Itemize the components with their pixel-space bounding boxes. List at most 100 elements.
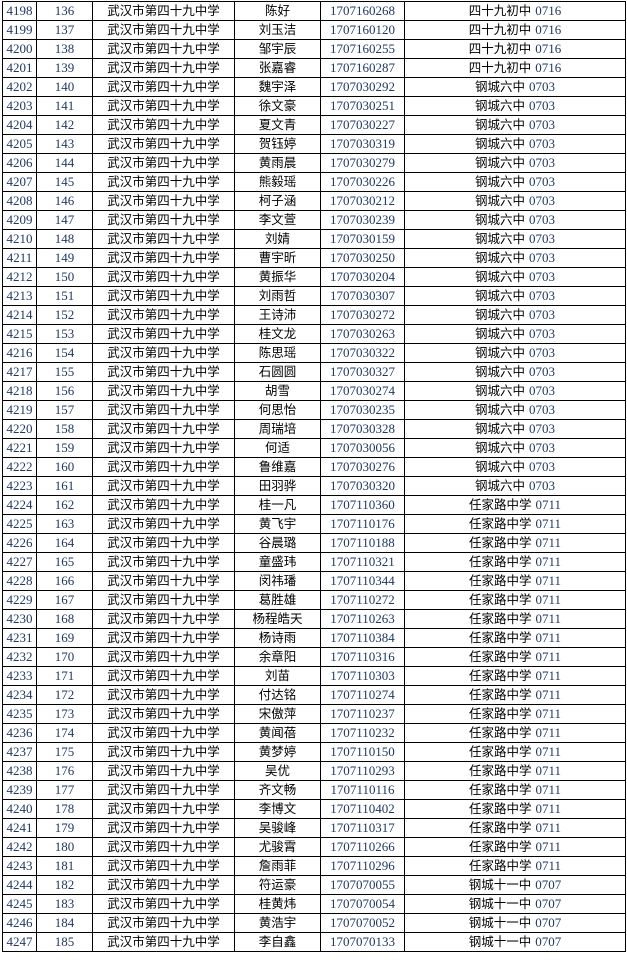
cell-exam-no: 1707030251 [320,96,405,116]
cell-exam-no: 1707160120 [320,20,405,40]
cell-school: 武汉市第四十九中学 [92,457,235,477]
dest-code-text: 0716 [535,3,562,18]
cell-exam-no: 1707030239 [320,210,405,230]
dest-school-text: 四十九初中 [468,60,532,75]
cell-index: 166 [36,571,93,591]
cell-seq: 4224 [2,495,37,515]
dest-school-text: 任家路中学 [468,573,532,588]
cell-seq: 4244 [2,875,37,895]
dest-school-text: 钢城十一中 [468,877,532,892]
cell-seq: 4241 [2,818,37,838]
cell-seq: 4235 [2,704,37,724]
table-row: 4211 149 武汉市第四十九中学 曹宇昕 1707030250 钢城六中 0… [2,248,626,268]
cell-student-name: 刘苗 [234,666,321,686]
cell-student-name: 鲁维嘉 [234,457,321,477]
dest-code-text: 0711 [535,573,562,588]
cell-student-name: 黄飞宇 [234,514,321,534]
dest-code-text: 0703 [529,478,555,493]
dest-school-text: 钢城十一中 [468,915,532,930]
cell-destination: 钢城六中 0703 [404,267,626,287]
cell-destination: 四十九初中 0716 [404,20,626,40]
cell-index: 144 [36,153,93,173]
cell-destination: 钢城六中 0703 [404,362,626,382]
table-row: 4208 146 武汉市第四十九中学 柯子涵 1707030212 钢城六中 0… [2,191,626,211]
cell-student-name: 黄浩宇 [234,913,321,933]
table-row: 4202 140 武汉市第四十九中学 魏宇泽 1707030292 钢城六中 0… [2,77,626,97]
cell-destination: 任家路中学 0711 [404,723,626,743]
cell-destination: 钢城六中 0703 [404,400,626,420]
table-row: 4199 137 武汉市第四十九中学 刘玉洁 1707160120 四十九初中 … [2,20,626,40]
table-row: 4246 184 武汉市第四十九中学 黄浩宇 1707070052 钢城十一中 … [2,913,626,933]
cell-student-name: 曹宇昕 [234,248,321,268]
cell-index: 157 [36,400,93,420]
cell-seq: 4203 [2,96,37,116]
table-row: 4219 157 武汉市第四十九中学 何思怡 1707030235 钢城六中 0… [2,400,626,420]
cell-destination: 钢城六中 0703 [404,324,626,344]
dest-school-text: 钢城六中 [475,98,526,113]
cell-seq: 4231 [2,628,37,648]
cell-school: 武汉市第四十九中学 [92,685,235,705]
cell-exam-no: 1707030272 [320,305,405,325]
cell-index: 164 [36,533,93,553]
cell-exam-no: 1707070052 [320,913,405,933]
cell-seq: 4219 [2,400,37,420]
cell-exam-no: 1707160287 [320,58,405,78]
cell-exam-no: 1707030226 [320,172,405,192]
cell-index: 137 [36,20,93,40]
table-row: 4223 161 武汉市第四十九中学 田羽骅 1707030320 钢城六中 0… [2,476,626,496]
dest-code-text: 0703 [529,383,555,398]
cell-destination: 任家路中学 0711 [404,666,626,686]
cell-school: 武汉市第四十九中学 [92,248,235,268]
cell-exam-no: 1707030276 [320,457,405,477]
cell-seq: 4239 [2,780,37,800]
cell-destination: 任家路中学 0711 [404,609,626,629]
cell-exam-no: 1707110344 [320,571,405,591]
cell-school: 武汉市第四十九中学 [92,742,235,762]
dest-school-text: 钢城六中 [475,117,526,132]
cell-seq: 4198 [2,1,37,21]
cell-destination: 钢城六中 0703 [404,286,626,306]
table-row: 4235 173 武汉市第四十九中学 宋傲萍 1707110237 任家路中学 … [2,704,626,724]
dest-code-text: 0711 [535,782,562,797]
dest-code-text: 0711 [535,554,562,569]
cell-seq: 4206 [2,153,37,173]
cell-index: 149 [36,248,93,268]
cell-school: 武汉市第四十九中学 [92,77,235,97]
cell-school: 武汉市第四十九中学 [92,837,235,857]
dest-school-text: 钢城六中 [475,174,526,189]
cell-school: 武汉市第四十九中学 [92,856,235,876]
cell-seq: 4211 [2,248,37,268]
cell-exam-no: 1707110402 [320,799,405,819]
cell-exam-no: 1707030204 [320,267,405,287]
cell-student-name: 胡雪 [234,381,321,401]
cell-exam-no: 1707030327 [320,362,405,382]
cell-index: 180 [36,837,93,857]
cell-seq: 4207 [2,172,37,192]
cell-index: 148 [36,229,93,249]
dest-code-text: 0703 [529,307,555,322]
table-row: 4237 175 武汉市第四十九中学 黄梦婷 1707110150 任家路中学 … [2,742,626,762]
cell-exam-no: 1707030328 [320,419,405,439]
cell-index: 185 [36,932,93,952]
cell-index: 167 [36,590,93,610]
cell-student-name: 付达铭 [234,685,321,705]
cell-exam-no: 1707030250 [320,248,405,268]
cell-seq: 4227 [2,552,37,572]
dest-code-text: 0703 [529,155,555,170]
cell-student-name: 桂一凡 [234,495,321,515]
table-row: 4203 141 武汉市第四十九中学 徐文豪 1707030251 钢城六中 0… [2,96,626,116]
cell-destination: 钢城六中 0703 [404,476,626,496]
dest-school-text: 钢城六中 [475,440,526,455]
table-row: 4236 174 武汉市第四十九中学 黄闻蓓 1707110232 任家路中学 … [2,723,626,743]
cell-school: 武汉市第四十九中学 [92,799,235,819]
table-row: 4215 153 武汉市第四十九中学 桂文龙 1707030263 钢城六中 0… [2,324,626,344]
cell-destination: 任家路中学 0711 [404,856,626,876]
cell-school: 武汉市第四十九中学 [92,552,235,572]
cell-student-name: 徐文豪 [234,96,321,116]
cell-student-name: 何适 [234,438,321,458]
dest-school-text: 任家路中学 [468,497,532,512]
cell-index: 183 [36,894,93,914]
cell-school: 武汉市第四十九中学 [92,58,235,78]
dest-code-text: 0703 [529,402,555,417]
